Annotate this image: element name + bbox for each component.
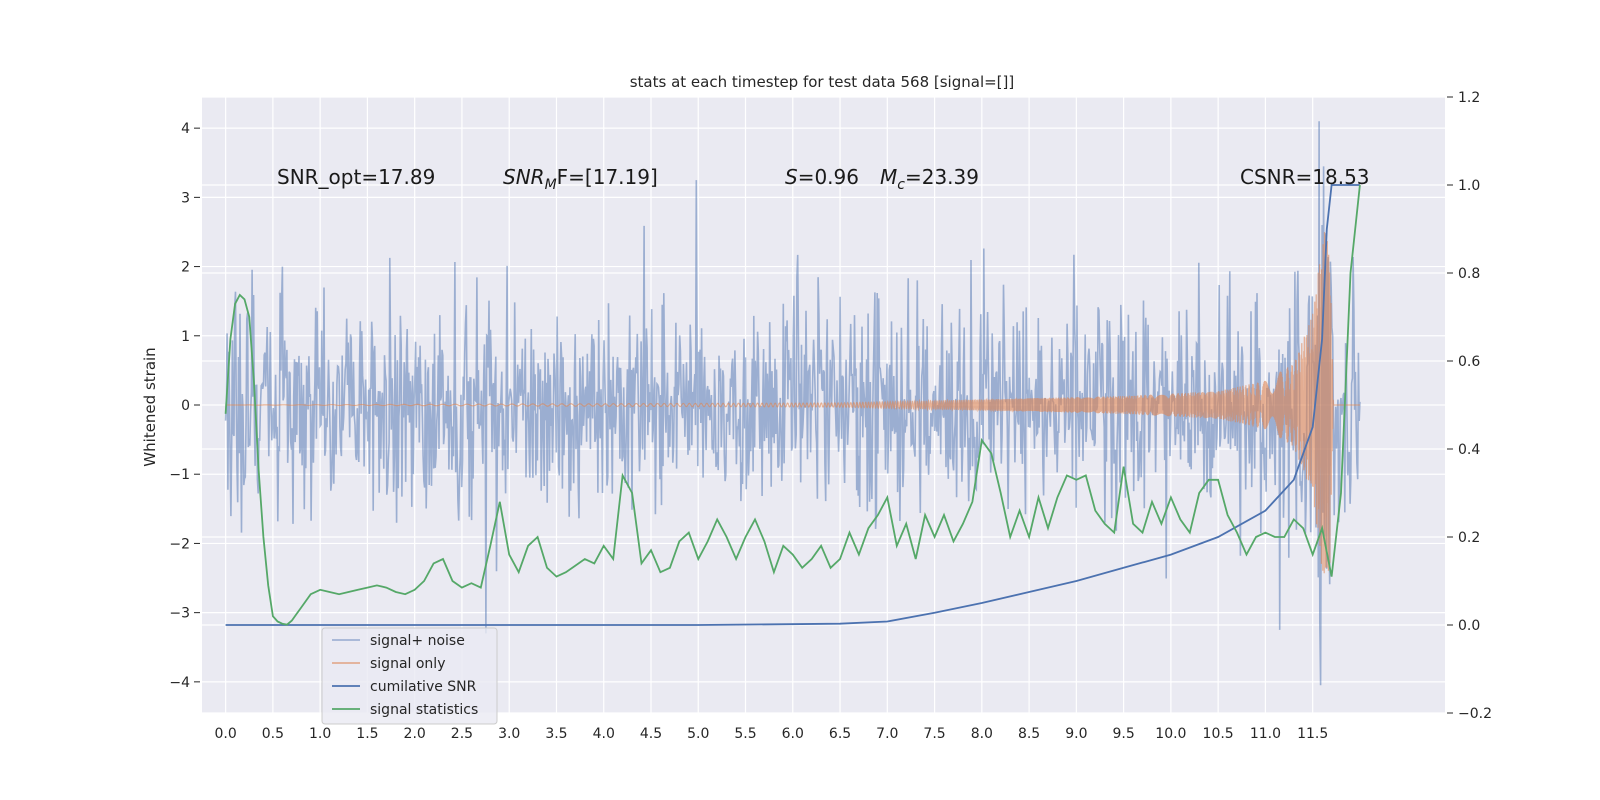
x-tick-label: 1.5 — [356, 726, 378, 742]
annotation-s: S=0.96 — [785, 165, 859, 189]
x-tick-label: 0.0 — [214, 726, 236, 742]
x-tick-label: 3.5 — [545, 726, 567, 742]
y-tick-label: 3 — [181, 190, 190, 206]
legend-entry-signal-only: signal only — [370, 656, 445, 672]
x-tick-label: 6.0 — [782, 726, 804, 742]
y2-tick-label: 0.8 — [1458, 266, 1480, 282]
annotation-snr-mf: SNRMF=[17.19] — [503, 165, 658, 193]
x-tick-label: 5.5 — [734, 726, 756, 742]
annotation-snr-opt: SNR_opt=17.89 — [277, 165, 435, 189]
x-tick-label: 9.5 — [1112, 726, 1134, 742]
x-tick-label: 7.5 — [923, 726, 945, 742]
y-tick-label: −4 — [169, 675, 190, 691]
x-tick-label: 2.0 — [404, 726, 426, 742]
y-tick-label: 2 — [181, 260, 190, 276]
x-tick-label: 2.5 — [451, 726, 473, 742]
x-tick-label: 1.0 — [309, 726, 331, 742]
x-tick-label: 10.0 — [1155, 726, 1186, 742]
chart-title: stats at each timestep for test data 568… — [630, 73, 1015, 91]
x-tick-label: 7.0 — [876, 726, 898, 742]
x-tick-label: 8.0 — [971, 726, 993, 742]
y-tick-label: 0 — [181, 398, 190, 414]
series-signal-only — [225, 232, 1360, 574]
y-tick-label: −2 — [169, 536, 190, 552]
legend-entry-signal-plus-noise: signal+ noise — [370, 633, 465, 649]
plot-series — [224, 121, 1361, 686]
x-tick-label: 5.0 — [687, 726, 709, 742]
x-tick-label: 10.5 — [1203, 726, 1234, 742]
x-tick-label: 6.5 — [829, 726, 851, 742]
series-signal-plus-noise — [224, 121, 1361, 686]
x-tick-label: 11.0 — [1250, 726, 1281, 742]
series-signal-statistics — [224, 184, 1361, 626]
legend: signal+ noise signal only cumilative SNR… — [321, 627, 498, 725]
annotation-csnr: CSNR=18.53 — [1240, 165, 1370, 189]
x-tick-label: 9.0 — [1065, 726, 1087, 742]
series-cumilative-snr — [225, 184, 1360, 626]
x-axis: 0.0 0.5 1.0 1.5 2.0 2.5 3.0 3.5 4.0 4.5 5.0 5.5 6.0 6… — [214, 726, 1328, 742]
y2-tick-label: 1.2 — [1458, 90, 1480, 106]
y2-tick-label: 0.6 — [1458, 354, 1480, 370]
legend-box — [321, 627, 498, 725]
y2-tick-label: 0.4 — [1458, 442, 1480, 458]
y-tick-label: 4 — [181, 121, 190, 137]
x-tick-label: 0.5 — [262, 726, 284, 742]
y2-tick-label: 0.2 — [1458, 530, 1480, 546]
y-tick-label: −3 — [169, 606, 190, 622]
y-axis-label: Whitened strain — [141, 347, 159, 466]
x-tick-label: 4.5 — [640, 726, 662, 742]
annotation-mc: Mc=23.39 — [880, 165, 979, 193]
y2-tick-label: 1.0 — [1458, 178, 1480, 194]
y-axis-left: 4 3 2 1 0 −1 −2 −3 −4 — [169, 121, 200, 691]
y-axis-right: 1.2 1.0 0.8 0.6 0.4 0.2 0.0 −0.2 — [1447, 90, 1492, 722]
legend-entry-signal-statistics: signal statistics — [370, 702, 478, 718]
y-tick-label: 1 — [181, 329, 190, 345]
x-tick-label: 11.5 — [1297, 726, 1328, 742]
y2-tick-label: −0.2 — [1458, 706, 1492, 722]
x-tick-label: 4.0 — [593, 726, 615, 742]
x-tick-label: 3.0 — [498, 726, 520, 742]
y-tick-label: −1 — [169, 467, 190, 483]
y2-tick-label: 0.0 — [1458, 618, 1480, 634]
x-tick-label: 8.5 — [1018, 726, 1040, 742]
legend-entry-cumilative-snr: cumilative SNR — [370, 679, 477, 695]
